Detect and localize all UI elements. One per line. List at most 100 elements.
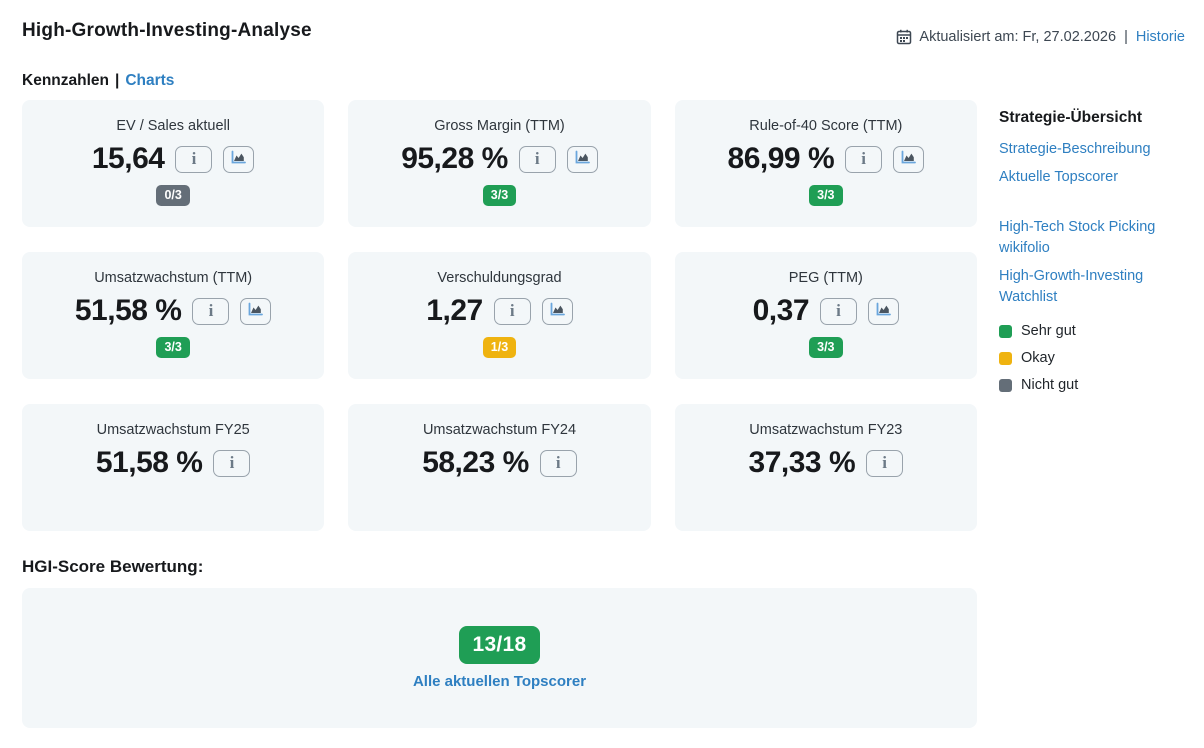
metric-badge-row: 3/3 [675,185,977,206]
metric-badge-row [22,489,324,510]
metric-value: 15,64 [91,142,165,175]
page-title: High-Growth-Investing-Analyse [22,20,312,41]
area-chart-icon [875,302,892,320]
info-icon: i [555,453,561,472]
tab-charts[interactable]: Charts [125,72,175,89]
metric-label: Verschuldungsgrad [437,270,562,286]
sidebar-title: Strategie-Übersicht [999,109,1142,126]
sidebar-links-top: Strategie-Beschreibung Aktuelle Topscorer [999,139,1185,188]
updated-text: Aktualisiert am: Fr, 27.02.2026 [919,29,1117,45]
hgi-score-panel: 13/18 Alle aktuellen Topscorer [22,588,977,728]
metric-score-badge: 3/3 [809,185,843,206]
metric-value-row: 37,33 % i [675,446,977,480]
info-button[interactable]: i [493,297,531,325]
info-icon: i [229,453,235,472]
metric-value: 58,23 % [422,446,529,479]
rating-legend: Sehr gut Okay Nicht gut [999,323,1185,393]
metric-value-row: 51,58 % i [22,294,324,328]
metric-card: Gross Margin (TTM) 95,28 % i 3/3 [348,100,651,227]
info-icon: i [534,149,540,168]
metric-value: 0,37 [752,294,810,327]
sidebar-link[interactable]: High-Tech Stock Picking wikifolio [999,219,1156,256]
info-button[interactable]: i [192,297,230,325]
metric-label: Umsatzwachstum FY25 [96,422,250,438]
metrics-column: EV / Sales aktuell 15,64 i 0/3 Gross Mar… [22,100,977,728]
metric-card: Umsatzwachstum FY25 51,58 % i [22,404,325,531]
all-topscorer-link[interactable]: Alle aktuellen Topscorer [412,673,587,690]
area-chart-icon [900,150,917,168]
metric-label: PEG (TTM) [788,270,863,286]
metric-value-row: 0,37 i [675,294,977,328]
metric-badge-row: 1/3 [348,337,650,358]
metric-score-badge: 1/3 [482,337,517,358]
metric-card: Umsatzwachstum FY24 58,23 % i [348,404,651,531]
metric-value-row: 58,23 % i [348,446,650,480]
chart-button[interactable] [541,297,573,325]
chart-button[interactable] [223,145,255,173]
metric-badge-row: 3/3 [675,337,977,358]
page-header: High-Growth-Investing-Analyse Aktualisie… [22,19,1185,45]
info-button[interactable]: i [213,449,251,477]
legend-swatch [999,378,1012,392]
info-icon: i [191,149,197,168]
metric-card: Umsatzwachstum FY23 37,33 % i [674,404,977,531]
metric-label: Umsatzwachstum FY23 [749,422,903,438]
metric-value-row: 1,27 i [348,294,650,328]
metric-score-badge: 3/3 [156,337,190,358]
legend-item: Okay [999,350,1185,366]
area-chart-icon [247,302,264,320]
metric-value: 95,28 % [401,142,508,175]
metric-value: 1,27 [426,294,483,327]
info-button[interactable]: i [518,145,556,173]
chart-button[interactable] [240,297,272,325]
chart-button[interactable] [893,145,925,173]
metric-label: Umsatzwachstum FY24 [422,422,577,438]
legend-label: Nicht gut [1021,377,1079,393]
area-chart-icon [230,150,247,168]
sidebar-links-bottom: High-Tech Stock Picking wikifolio High-Gr… [999,217,1185,308]
info-button[interactable]: i [539,449,577,477]
chart-button[interactable] [566,145,598,173]
sidebar-link[interactable]: Strategie-Beschreibung [999,141,1151,157]
strategy-sidebar: Strategie-Übersicht Strategie-Beschreibu… [999,100,1185,728]
legend-swatch [999,351,1012,365]
legend-label: Okay [1021,350,1055,366]
main-content: EV / Sales aktuell 15,64 i 0/3 Gross Mar… [22,100,1185,728]
view-tabs: Kennzahlen | Charts [22,72,1185,90]
metric-value-row: 15,64 i [22,142,324,176]
metric-value: 37,33 % [748,446,856,479]
hgi-score-heading: HGI-Score Bewertung: [22,557,204,576]
updated-info: Aktualisiert am: Fr, 27.02.2026 | Histor… [896,29,1185,45]
metric-value: 51,58 % [74,294,182,327]
tabs-separator: | [114,72,120,89]
metric-score-badge: 0/3 [156,185,190,206]
metric-value: 86,99 % [727,142,835,175]
sidebar-link[interactable]: Aktuelle Topscorer [999,169,1119,185]
info-button[interactable]: i [175,145,213,173]
metric-score-badge: 3/3 [482,185,517,206]
sidebar-link[interactable]: High-Growth-Investing Watchlist [999,268,1144,305]
metric-label: Rule-of-40 Score (TTM) [749,118,903,134]
tab-kennzahlen[interactable]: Kennzahlen [22,72,109,89]
info-button[interactable]: i [866,449,904,477]
metric-card: PEG (TTM) 0,37 i 3/3 [674,252,977,379]
historie-link[interactable]: Historie [1135,29,1185,45]
calendar-icon [896,29,912,45]
info-icon: i [882,453,887,472]
metric-badge-row [675,489,977,510]
chart-button[interactable] [868,297,900,325]
metric-card: Verschuldungsgrad 1,27 i 1/3 [348,252,651,379]
info-button[interactable]: i [820,297,858,325]
page: High-Growth-Investing-Analyse Aktualisie… [22,19,1185,728]
metrics-grid: EV / Sales aktuell 15,64 i 0/3 Gross Mar… [22,100,977,531]
area-chart-icon [549,302,566,320]
info-button[interactable]: i [845,145,883,173]
metric-value: 51,58 % [95,446,203,479]
metric-badge-row: 0/3 [22,185,324,206]
metric-value-row: 86,99 % i [675,142,977,176]
metric-badge-row: 3/3 [22,337,324,358]
header-separator: | [1124,29,1128,45]
legend-item: Sehr gut [999,323,1185,339]
info-icon: i [861,149,866,168]
metric-score-badge: 3/3 [809,337,843,358]
